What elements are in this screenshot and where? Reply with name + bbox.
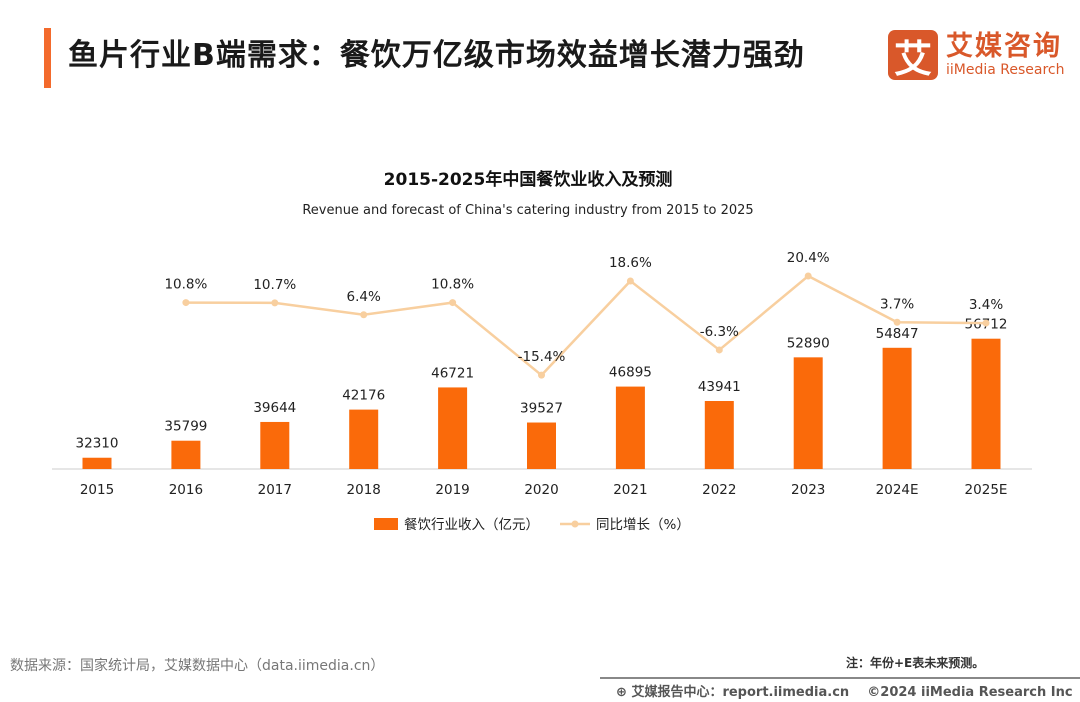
bar-value-label: 42176 <box>342 388 385 404</box>
growth-value-label: 10.8% <box>431 277 474 293</box>
growth-point <box>626 277 634 285</box>
x-tick-label: 2021 <box>613 482 647 498</box>
report-center: 艾媒报告中心：report.iimedia.cn <box>631 685 850 700</box>
x-tick-label: 2020 <box>524 482 558 498</box>
growth-value-label: 10.8% <box>164 277 207 293</box>
legend-line-marker <box>571 520 579 528</box>
bar <box>527 422 556 469</box>
title-accent-bar <box>44 28 51 88</box>
bar-value-label: 39644 <box>253 400 296 416</box>
bar <box>260 421 290 469</box>
bar <box>171 440 201 469</box>
x-tick-label: 2023 <box>791 482 825 498</box>
growth-value-label: 18.6% <box>609 255 652 271</box>
footer: ⊕ 艾媒报告中心：report.iimedia.cn ©2024 iiMedia… <box>616 681 1073 700</box>
growth-value-label: -15.4% <box>518 349 566 365</box>
growth-value-label: 6.4% <box>347 289 381 305</box>
x-tick-label: 2019 <box>435 482 469 498</box>
bar <box>82 457 112 469</box>
source-text: 数据来源：国家统计局，艾媒数据中心（data.iimedia.cn） <box>10 658 385 674</box>
bar-value-label: 43941 <box>698 379 741 395</box>
growth-value-label: 10.7% <box>253 277 296 293</box>
x-tick-label: 2018 <box>347 482 381 498</box>
logo-en: iiMedia Research <box>946 62 1065 78</box>
chart-subtitle: Revenue and forecast of China's catering… <box>302 203 753 218</box>
logo-cn: 艾媒咨询 <box>946 31 1062 62</box>
bar-value-label: 35799 <box>164 419 207 435</box>
growth-value-label: -6.3% <box>700 324 739 340</box>
growth-point <box>449 299 457 307</box>
growth-value-label: 3.7% <box>880 296 914 312</box>
bar <box>793 357 823 469</box>
bar-value-label: 39527 <box>520 401 563 417</box>
growth-value-label: 3.4% <box>969 297 1003 313</box>
growth-point <box>271 299 279 307</box>
legend-bar-label: 餐饮行业收入（亿元） <box>404 517 539 533</box>
bar <box>615 386 645 469</box>
bar-value-label: 46721 <box>431 365 474 381</box>
bar <box>971 338 1001 469</box>
x-tick-label: 2022 <box>702 482 736 498</box>
bar <box>349 409 379 469</box>
growth-line <box>185 274 987 377</box>
copyright: ©2024 iiMedia Research Inc <box>867 685 1073 700</box>
x-tick-label: 2017 <box>258 482 292 498</box>
growth-point <box>715 346 723 354</box>
page-title: 鱼片行业B端需求：餐饮万亿级市场效益增长潜力强劲 <box>68 38 805 73</box>
growth-point <box>538 371 545 379</box>
chart: 2015-2025年中国餐饮业收入及预测 Revenue and forecast… <box>52 169 1032 533</box>
growth-point <box>804 272 812 280</box>
x-tick-label: 2016 <box>169 482 203 498</box>
legend-bar-swatch <box>374 518 398 530</box>
footer-divider <box>600 677 1080 679</box>
growth-point <box>982 319 990 327</box>
growth-value-label: 20.4% <box>787 250 830 266</box>
bar-value-label: 32310 <box>76 436 119 452</box>
bar-value-label: 46895 <box>609 365 652 381</box>
logo-mark: 艾 <box>888 30 938 81</box>
note-text: 注：年份+E表未来预测。 <box>846 656 985 670</box>
x-tick-label: 2024E <box>876 482 919 498</box>
legend-line-label: 同比增长（%） <box>596 517 690 533</box>
bar <box>704 400 734 469</box>
bar-value-label: 54847 <box>876 326 919 342</box>
chart-title: 2015-2025年中国餐饮业收入及预测 <box>384 169 673 190</box>
x-tick-label: 2025E <box>965 482 1008 498</box>
globe-icon: ⊕ <box>616 685 627 700</box>
bar-value-label: 52890 <box>787 335 830 351</box>
growth-point <box>360 311 368 319</box>
growth-point <box>182 299 190 307</box>
logo: 艾 艾媒咨询 iiMedia Research <box>888 30 1065 81</box>
bar <box>882 347 912 469</box>
bar <box>438 387 468 469</box>
growth-point <box>893 318 901 326</box>
x-tick-label: 2015 <box>80 482 114 498</box>
